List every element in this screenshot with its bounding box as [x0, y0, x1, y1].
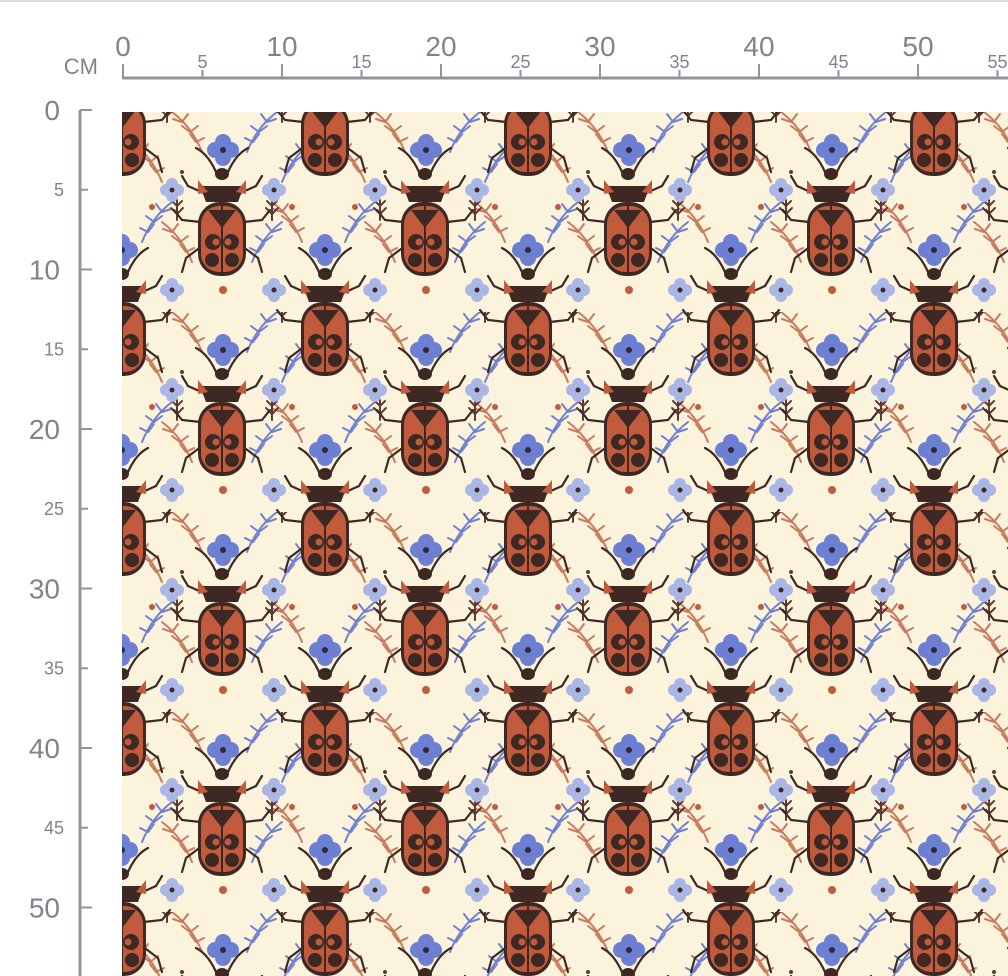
ruler-label: 0	[44, 95, 60, 126]
ruler-label: 25	[44, 499, 64, 519]
ruler-label: 30	[584, 31, 615, 62]
unit-label: CM	[64, 54, 98, 79]
ruler-label: 15	[44, 339, 64, 359]
ruler-label: 10	[29, 255, 60, 286]
fabric-swatch	[122, 112, 1008, 976]
ruler-label: 0	[115, 31, 131, 62]
ruler-label: 35	[669, 52, 689, 72]
ruler-label: 40	[743, 31, 774, 62]
ruler-label: 5	[54, 180, 64, 200]
ruler-label: 50	[902, 31, 933, 62]
ruler-label: 55	[987, 52, 1007, 72]
ruler-label: 25	[510, 52, 530, 72]
ruler-label: 30	[29, 574, 60, 605]
ruler-label: 5	[197, 52, 207, 72]
ruler-label: 40	[29, 733, 60, 764]
top-border	[0, 0, 1008, 2]
ruler-label: 15	[351, 52, 371, 72]
ruler-label: 10	[266, 31, 297, 62]
ruler-label: 45	[44, 818, 64, 838]
ruler-label: 20	[29, 414, 60, 445]
ruler-label: 20	[425, 31, 456, 62]
ruler-label: 45	[828, 52, 848, 72]
ruler-label: 35	[44, 658, 64, 678]
ruler-label: 50	[29, 893, 60, 924]
